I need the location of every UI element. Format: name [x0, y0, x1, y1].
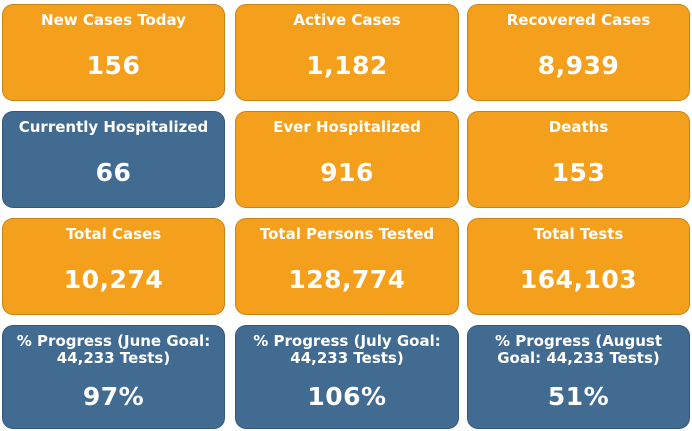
tile-label: Total Cases [65, 225, 162, 243]
tile-label: % Progress (June Goal: 44,233 Tests) [16, 332, 211, 367]
tile-value: 51% [547, 382, 610, 411]
tile-value: 1,182 [306, 51, 388, 80]
tile-value: 106% [307, 382, 387, 411]
tile-label: Total Tests [533, 225, 624, 243]
tile-total-cases: Total Cases 10,274 [2, 218, 225, 315]
tile-label: % Progress (August Goal: 44,233 Tests) [495, 332, 662, 367]
tile-label: Active Cases [293, 11, 401, 29]
tile-label: % Progress (July Goal: 44,233 Tests) [253, 332, 441, 367]
tile-value: 916 [320, 158, 374, 187]
tile-label: Deaths [548, 118, 609, 136]
tile-value: 164,103 [519, 265, 638, 294]
tile-label: Total Persons Tested [259, 225, 435, 243]
tile-value: 8,939 [537, 51, 620, 80]
tile-recovered-cases: Recovered Cases 8,939 [467, 4, 690, 101]
tile-value: 128,774 [288, 265, 406, 294]
tile-active-cases: Active Cases 1,182 [235, 4, 459, 101]
tile-label: Ever Hospitalized [273, 118, 421, 136]
tile-label: Currently Hospitalized [18, 118, 209, 136]
tile-new-cases-today: New Cases Today 156 [2, 4, 225, 101]
tile-progress-august: % Progress (August Goal: 44,233 Tests) 5… [467, 325, 690, 429]
tile-ever-hospitalized: Ever Hospitalized 916 [235, 111, 459, 208]
tile-currently-hospitalized: Currently Hospitalized 66 [2, 111, 225, 208]
tile-value: 153 [551, 158, 606, 187]
tile-value: 97% [82, 382, 145, 411]
tile-total-persons-tested: Total Persons Tested 128,774 [235, 218, 459, 315]
tile-value: 66 [95, 158, 132, 187]
tile-value: 10,274 [63, 265, 164, 294]
tile-label: New Cases Today [41, 11, 186, 29]
tile-progress-july: % Progress (July Goal: 44,233 Tests) 106… [235, 325, 459, 429]
tile-label: Recovered Cases [506, 11, 651, 29]
tile-deaths: Deaths 153 [467, 111, 690, 208]
tile-progress-june: % Progress (June Goal: 44,233 Tests) 97% [2, 325, 225, 429]
tile-total-tests: Total Tests 164,103 [467, 218, 690, 315]
tile-value: 156 [86, 51, 141, 80]
